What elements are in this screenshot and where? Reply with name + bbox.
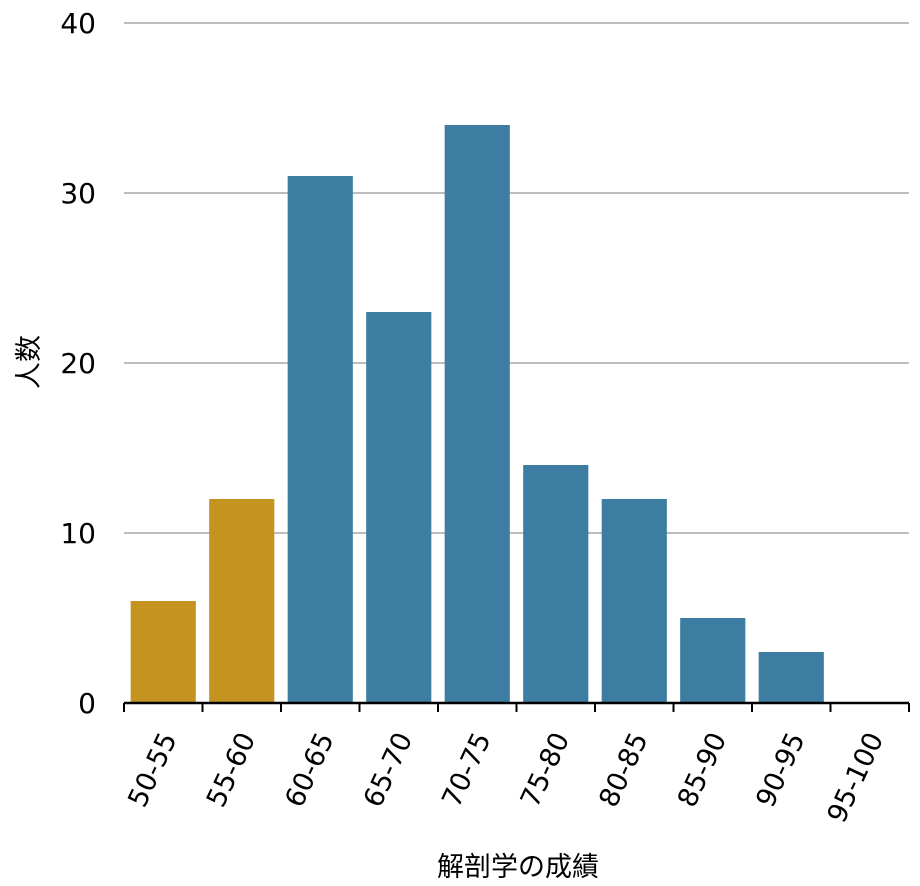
x-tick-label: 90-95	[750, 728, 811, 812]
bar	[366, 312, 432, 703]
y-tick-label: 0	[78, 687, 96, 720]
bar	[601, 499, 667, 703]
x-tick-label: 65-70	[358, 728, 419, 812]
bar	[130, 601, 196, 703]
gridlines	[124, 22, 909, 534]
y-tick-labels: 0 10 20 30 40	[60, 7, 96, 720]
x-tick-label: 80-85	[593, 728, 654, 812]
bars	[130, 125, 824, 703]
bar	[287, 176, 353, 703]
x-tick-label: 75-80	[515, 728, 576, 812]
x-tick-labels: 50-55 55-60 60-65 65-70 70-75 75-80 80-85 85-90…	[122, 728, 890, 828]
y-tick-label: 20	[60, 347, 96, 380]
x-tick-label: 55-60	[201, 728, 262, 812]
x-tick-label: 60-65	[279, 728, 340, 812]
y-axis-label: 人数	[14, 335, 45, 389]
bar	[523, 465, 589, 703]
y-tick-label: 40	[60, 7, 96, 40]
y-tick-label: 30	[60, 177, 96, 210]
x-axis-label: 解剖学の成績	[437, 852, 599, 883]
x-tick-label: 85-90	[672, 728, 733, 812]
x-tick-label: 50-55	[122, 728, 183, 812]
bar	[444, 125, 510, 703]
x-tick-label: 95-100	[822, 728, 891, 828]
x-tick-label: 70-75	[436, 728, 497, 812]
bar	[758, 652, 824, 703]
bar	[680, 618, 746, 703]
y-tick-label: 10	[60, 517, 96, 550]
axes	[123, 701, 910, 712]
bar	[209, 499, 275, 703]
